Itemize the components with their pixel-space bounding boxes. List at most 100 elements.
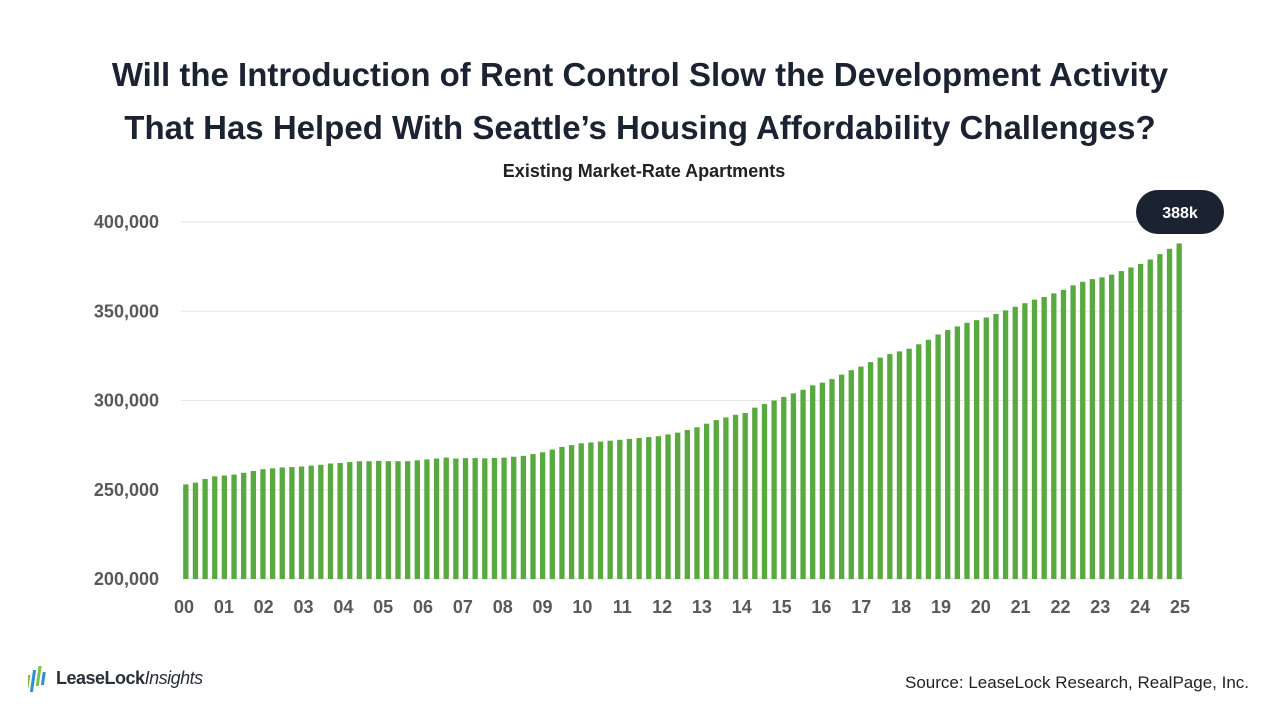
logo-text-italic: Insights [144, 667, 204, 688]
bar [752, 407, 758, 579]
bar [568, 445, 575, 579]
bar [761, 404, 768, 579]
x-tick-label: 18 [891, 597, 911, 617]
x-tick-label: 20 [971, 597, 991, 617]
bar [597, 441, 604, 579]
bar [414, 460, 420, 579]
bar [781, 396, 787, 579]
bar [578, 443, 584, 579]
bar [453, 458, 459, 579]
source-note: Source: LeaseLock Research, RealPage, In… [905, 673, 1249, 692]
bar [491, 457, 498, 579]
bar [1080, 281, 1086, 579]
bar [588, 442, 594, 579]
bar [221, 475, 228, 579]
x-tick-label: 07 [453, 597, 473, 617]
x-tick-label: 12 [652, 597, 672, 617]
bar [896, 351, 903, 579]
callout-label: 388k [1162, 205, 1198, 222]
chart-title: Will the Introduction of Rent Control Sl… [0, 48, 1280, 154]
bar [694, 427, 700, 579]
bar [385, 461, 392, 579]
x-tick-label: 00 [174, 597, 194, 617]
bar [1070, 285, 1076, 579]
bar [636, 437, 642, 579]
bar [462, 458, 469, 579]
bar [1118, 271, 1124, 579]
x-tick-label: 04 [333, 597, 353, 617]
title-line-1: Will the Introduction of Rent Control Sl… [111, 56, 1169, 93]
bar [684, 429, 690, 579]
bar [1157, 254, 1163, 579]
bar [867, 362, 874, 579]
y-tick-label: 350,000 [94, 301, 159, 321]
logo-text-bold: LeaseLock [56, 667, 145, 688]
bar [983, 317, 989, 579]
title-line-2: That Has Helped With Seattle’s Housing A… [124, 109, 1156, 146]
x-tick-label: 03 [294, 597, 314, 617]
x-tick-label: 19 [931, 597, 951, 617]
bar [887, 354, 893, 579]
x-tick-label: 23 [1090, 597, 1110, 617]
bar [327, 463, 334, 579]
bar [675, 432, 681, 579]
bar [877, 357, 883, 579]
bar [472, 457, 478, 579]
bar [800, 389, 806, 579]
bar [1031, 299, 1038, 579]
bars [183, 243, 1182, 580]
bar [1176, 243, 1182, 580]
y-tick-label: 250,000 [94, 480, 159, 500]
leaselock-logo: LeaseLockInsights [28, 663, 203, 693]
bar [337, 462, 343, 579]
bar [732, 414, 739, 579]
bar [404, 461, 411, 579]
y-tick-label: 200,000 [94, 569, 159, 589]
bar [626, 438, 633, 579]
bar [906, 348, 912, 579]
x-tick-label: 25 [1170, 597, 1190, 617]
x-tick-label: 05 [373, 597, 393, 617]
x-tick-label: 14 [732, 597, 752, 617]
bar [1002, 310, 1009, 579]
bar [848, 370, 854, 579]
bar [646, 437, 652, 579]
x-tick-label: 15 [772, 597, 792, 617]
x-tick-label: 01 [214, 597, 234, 617]
x-tick-label: 02 [254, 597, 274, 617]
bar [308, 465, 314, 579]
bar [530, 454, 536, 579]
bar [655, 436, 662, 579]
bar [916, 344, 922, 579]
bar [540, 452, 546, 579]
y-tick-label: 300,000 [94, 391, 159, 411]
bar [433, 458, 440, 579]
bar [279, 467, 285, 579]
bar [742, 412, 748, 579]
bar [1041, 296, 1047, 579]
x-tick-label: 09 [533, 597, 553, 617]
bar [617, 439, 623, 579]
x-tick-label: 11 [613, 597, 632, 617]
bar [665, 434, 671, 579]
x-tick-label: 13 [692, 597, 712, 617]
x-tick-label: 06 [413, 597, 433, 617]
bar [192, 482, 199, 579]
bar [819, 382, 825, 579]
bar [212, 476, 218, 579]
bar [183, 484, 189, 579]
bar [443, 457, 449, 579]
bar [1166, 248, 1173, 579]
bar [260, 469, 266, 579]
bar [973, 320, 980, 579]
bar [1137, 263, 1144, 579]
bar [231, 474, 237, 579]
bar [1022, 303, 1028, 579]
bar [954, 326, 961, 579]
bar [366, 461, 372, 579]
x-tick-label: 08 [493, 597, 513, 617]
bar [395, 461, 401, 579]
x-tick-label: 21 [1011, 597, 1031, 617]
bar [356, 461, 363, 579]
